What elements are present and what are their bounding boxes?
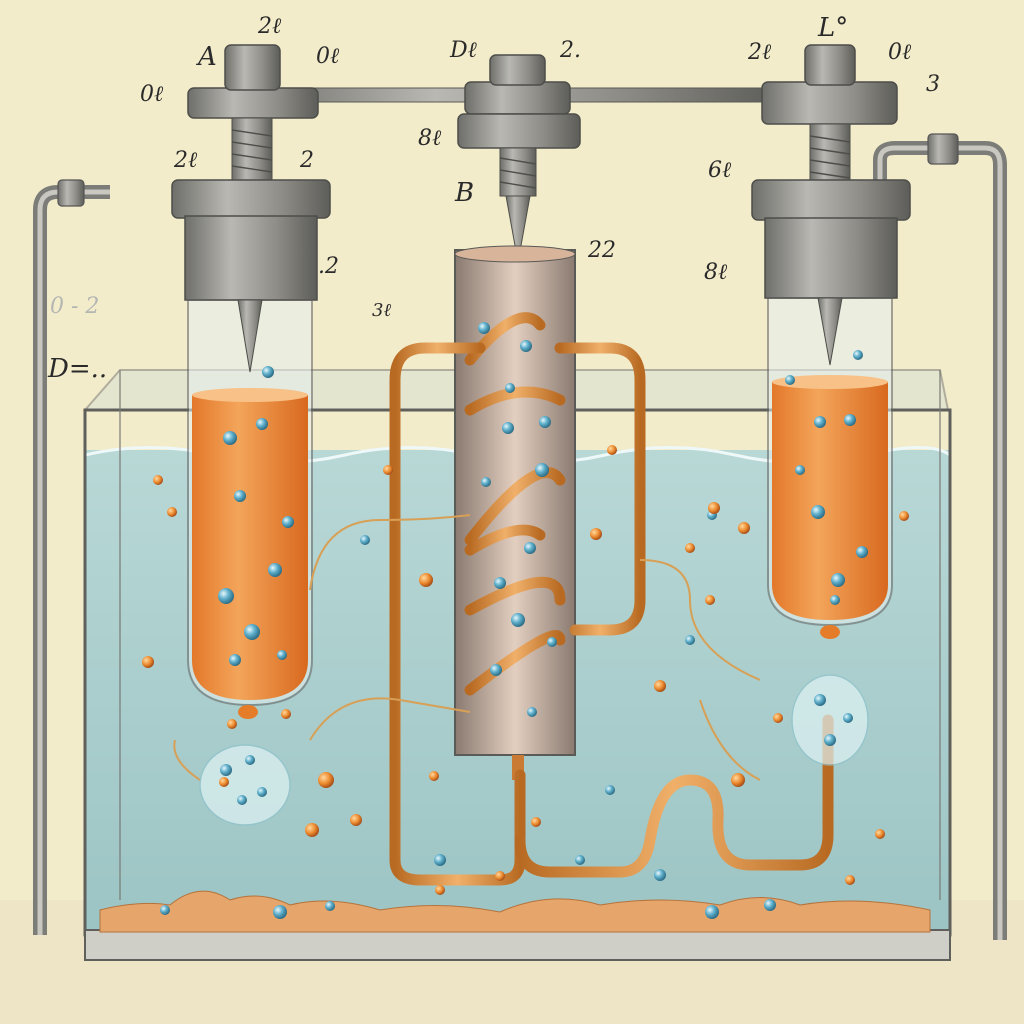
label-top-0b-right: 0ℓ <box>888 40 912 65</box>
left-vessel <box>171 44 331 719</box>
label-top-3: 3 <box>926 72 940 97</box>
sediment-layer <box>99 890 931 933</box>
label-top-2: 2. <box>560 38 581 63</box>
label-mid-2b: 2ℓ <box>174 148 198 173</box>
label-top-8b: 8ℓ <box>418 126 442 151</box>
label-left-2: .2 <box>318 254 339 279</box>
blue-bubbles <box>160 322 868 919</box>
left-bubble-cluster <box>199 744 291 826</box>
label-top-0b-left-a: 0ℓ <box>316 44 340 69</box>
orange-droplets <box>142 445 909 895</box>
label-top-db: Dℓ <box>450 38 477 63</box>
label-top-0b-left-b: 0ℓ <box>140 82 164 107</box>
label-mid-2: 2 <box>300 148 314 173</box>
label-right-6b: 6ℓ <box>708 158 732 183</box>
label-faint-02: 0 - 2 <box>50 294 100 319</box>
label-a: A <box>198 42 217 72</box>
label-top-2b-left: 2ℓ <box>258 14 282 39</box>
right-vessel <box>751 44 911 639</box>
center-electrode <box>454 54 581 780</box>
label-d-left: D=.. <box>48 354 108 384</box>
left-pipe <box>33 179 110 935</box>
right-pipe <box>873 133 1007 940</box>
label-b: B <box>455 178 475 208</box>
thin-wires <box>173 514 761 781</box>
label-right-8b: 8ℓ <box>704 260 728 285</box>
right-bubble-cluster <box>791 674 869 766</box>
label-center-22: 22 <box>588 238 616 263</box>
copper-coil <box>464 312 566 696</box>
label-lp: L° <box>818 13 849 43</box>
label-top-2b-right: 2ℓ <box>748 40 772 65</box>
label-center-3b: 3ℓ <box>372 300 391 321</box>
